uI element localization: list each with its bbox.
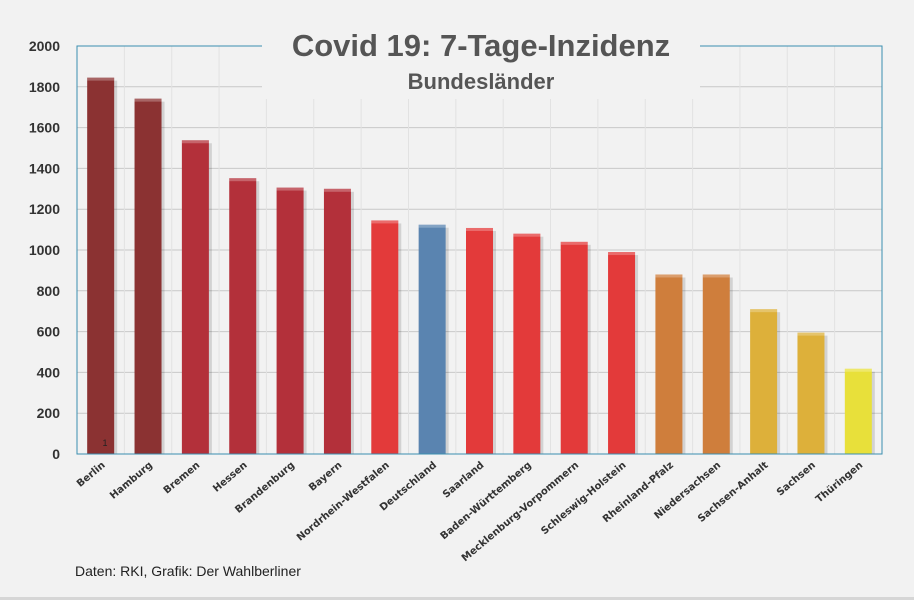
y-tick-label: 800 (37, 283, 61, 299)
bar-annotation: 1 (102, 438, 107, 448)
y-tick-label: 1400 (29, 160, 60, 176)
y-tick-label: 1000 (29, 242, 60, 258)
title-background (262, 27, 700, 99)
y-tick-label: 1800 (29, 79, 60, 95)
bar-nordrhein-westfalen (371, 220, 399, 454)
bar-sachsen (797, 332, 825, 454)
bar-highlight (323, 188, 351, 192)
bar-highlight (466, 227, 493, 231)
y-tick-label: 600 (37, 324, 61, 340)
bar-highlight (608, 252, 636, 256)
bar-schleswig-holstein (608, 252, 636, 454)
bar-bayern (323, 188, 351, 455)
y-tick-label: 200 (37, 405, 61, 421)
bar-sachsen-anhalt (750, 309, 778, 454)
bar-niedersachsen (702, 274, 730, 454)
bar-highlight (229, 178, 257, 182)
y-tick-label: 2000 (29, 38, 60, 54)
x-tick-label: Hessen (211, 460, 249, 495)
bar-mecklenburg-vorpommern (560, 241, 588, 454)
y-tick-label: 400 (37, 364, 61, 380)
bar-hamburg (134, 98, 162, 454)
x-tick-label: Schleswig-Holstein (539, 460, 628, 537)
chart-subtitle: Bundesländer (408, 69, 555, 94)
bar-highlight (560, 241, 588, 245)
y-tick-label: 1600 (29, 120, 60, 136)
bar-baden-württemberg (513, 233, 541, 454)
bar-highlight (276, 187, 304, 191)
bar-rheinland-pfalz (655, 274, 683, 454)
bars (87, 77, 875, 455)
bar-highlight (134, 98, 162, 102)
bar-highlight (655, 274, 683, 278)
x-tick-label: Bremen (162, 460, 203, 496)
bar-hessen (229, 178, 257, 454)
bar-highlight (702, 274, 730, 278)
bar-highlight (797, 332, 825, 336)
x-tick-label: Hamburg (108, 460, 155, 502)
bar-deutschland (418, 224, 446, 454)
x-tick-label: Sachsen (775, 460, 818, 499)
bar-highlight (513, 233, 541, 237)
y-tick-label: 0 (52, 446, 60, 462)
x-tick-label: Thüringen (814, 460, 865, 505)
bar-thüringen (844, 368, 872, 454)
x-tick-label: Baden-Württemberg (439, 460, 534, 542)
bottom-divider (0, 597, 914, 600)
bar-bremen (181, 140, 209, 455)
source-note: Daten: RKI, Grafik: Der Wahlberliner (75, 563, 301, 579)
bar-highlight (371, 220, 399, 224)
bar-highlight (87, 77, 115, 81)
bar-highlight (418, 224, 446, 228)
chart-title: Covid 19: 7-Tage-Inzidenz (292, 28, 670, 63)
bar-saarland (466, 227, 493, 454)
x-tick-label: Berlin (75, 460, 108, 490)
x-tick-label: Saarland (441, 460, 486, 501)
bar-highlight (181, 140, 209, 144)
y-axis-tick-labels: 0 200 400 600 800 1000 1200 1400 1600 1800 2000 (29, 38, 60, 462)
bar-highlight (844, 368, 872, 372)
x-tick-label: Nordrhein-Westfalen (295, 460, 392, 544)
bar-highlight (750, 309, 778, 313)
x-tick-label: Bayern (307, 460, 344, 494)
bar-berlin (87, 77, 115, 455)
bar-brandenburg (276, 187, 304, 455)
y-tick-label: 1200 (29, 201, 60, 217)
